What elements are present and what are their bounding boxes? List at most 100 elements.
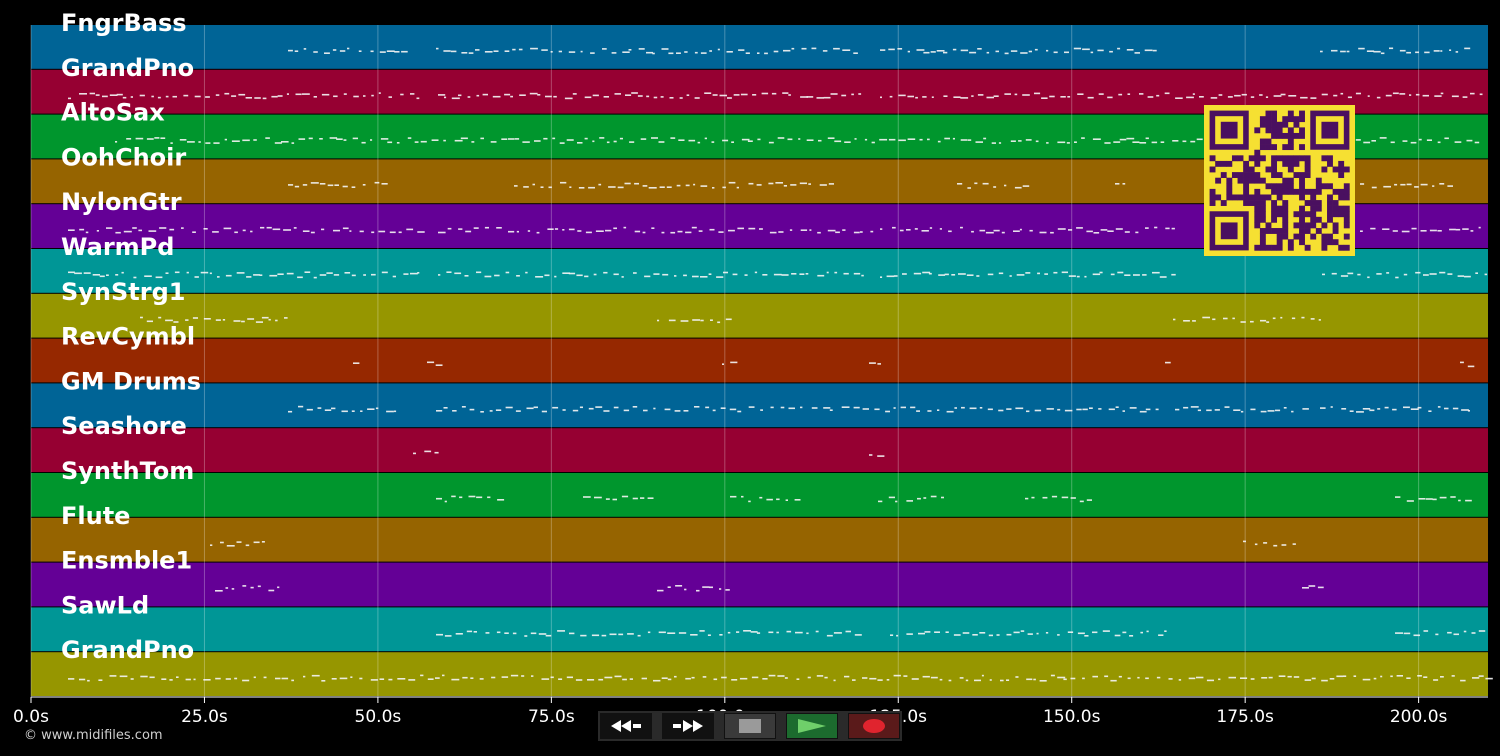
note-mark — [662, 273, 669, 276]
note-mark — [1386, 272, 1390, 274]
note-mark — [185, 678, 191, 681]
note-mark — [427, 678, 434, 680]
note-mark — [1020, 52, 1028, 54]
note-mark — [1196, 676, 1204, 679]
note-mark — [677, 230, 683, 233]
track-lane[interactable] — [31, 473, 1488, 517]
note-mark — [675, 585, 683, 587]
note-mark — [215, 677, 221, 680]
note-mark — [516, 275, 520, 277]
note-mark — [286, 272, 294, 275]
note-mark — [510, 674, 519, 677]
note-mark — [154, 137, 160, 139]
track-lane[interactable] — [31, 249, 1488, 293]
note-mark — [302, 93, 310, 95]
fast-forward-button[interactable] — [662, 713, 714, 739]
note-mark — [1465, 499, 1472, 502]
note-mark — [1322, 273, 1325, 276]
note-mark — [1356, 411, 1364, 413]
note-mark — [1102, 630, 1110, 632]
record-button[interactable] — [848, 713, 900, 739]
note-mark — [776, 631, 779, 634]
note-mark — [569, 632, 575, 635]
note-mark — [532, 183, 535, 186]
note-mark — [1433, 50, 1440, 52]
note-mark — [531, 675, 534, 677]
note-mark — [817, 231, 821, 234]
note-mark — [1280, 316, 1283, 319]
note-mark — [686, 94, 690, 96]
note-mark — [431, 139, 439, 141]
note-mark — [530, 47, 538, 50]
note-mark — [989, 679, 992, 681]
note-mark — [806, 632, 809, 635]
track-lane[interactable] — [31, 25, 1488, 69]
note-mark — [83, 272, 91, 274]
note-mark — [642, 231, 646, 234]
rewind-button[interactable] — [600, 713, 652, 739]
note-mark — [771, 92, 777, 95]
note-mark — [979, 632, 986, 634]
note-mark — [953, 96, 961, 98]
note-mark — [1406, 500, 1414, 502]
note-mark — [1241, 93, 1247, 96]
note-mark — [670, 137, 676, 139]
note-mark — [893, 275, 898, 277]
note-mark — [622, 678, 627, 681]
note-mark — [547, 228, 554, 230]
note-mark — [1145, 677, 1149, 680]
note-mark — [1396, 675, 1403, 677]
note-mark — [255, 321, 263, 323]
note-mark — [705, 406, 710, 409]
note-mark — [572, 93, 577, 95]
note-mark — [1218, 94, 1223, 96]
note-mark — [660, 96, 664, 98]
note-mark — [526, 407, 534, 410]
track-notes — [288, 405, 1470, 413]
track-lane[interactable] — [31, 383, 1488, 428]
note-mark — [288, 184, 294, 186]
note-mark — [584, 275, 589, 278]
track-lane[interactable] — [31, 428, 1488, 472]
note-mark — [668, 52, 674, 55]
note-mark — [878, 500, 883, 503]
note-mark — [294, 185, 300, 188]
note-mark — [353, 362, 360, 364]
note-mark — [1160, 141, 1165, 143]
track-lane[interactable] — [31, 338, 1488, 383]
track-lane[interactable] — [31, 562, 1488, 607]
note-mark — [756, 632, 761, 634]
note-mark — [623, 226, 627, 229]
note-mark — [303, 675, 306, 678]
note-mark — [339, 677, 348, 680]
note-mark — [444, 635, 452, 637]
note-mark — [958, 273, 966, 275]
note-mark — [535, 276, 544, 278]
note-mark — [1227, 96, 1233, 98]
note-mark — [438, 274, 441, 276]
note-mark — [545, 95, 552, 98]
note-mark — [877, 679, 883, 681]
note-mark — [1115, 183, 1120, 185]
track-lane[interactable] — [31, 293, 1488, 338]
note-mark — [1275, 409, 1281, 412]
note-mark — [205, 96, 210, 98]
note-mark — [621, 276, 624, 278]
note-mark — [225, 587, 229, 589]
note-mark — [1358, 47, 1365, 50]
note-mark — [736, 186, 739, 189]
note-mark — [1470, 230, 1474, 232]
note-mark — [1385, 94, 1392, 97]
track-lane[interactable] — [31, 607, 1488, 652]
note-mark — [976, 275, 980, 277]
track-lane[interactable] — [31, 652, 1488, 696]
track-lane[interactable] — [31, 517, 1488, 562]
note-mark — [1014, 93, 1018, 96]
note-mark — [1288, 95, 1297, 97]
note-mark — [1413, 634, 1420, 637]
track-notes — [215, 585, 1324, 592]
play-button[interactable] — [786, 713, 838, 739]
note-mark — [1067, 631, 1074, 633]
stop-button[interactable] — [724, 713, 776, 739]
note-mark — [748, 182, 754, 185]
